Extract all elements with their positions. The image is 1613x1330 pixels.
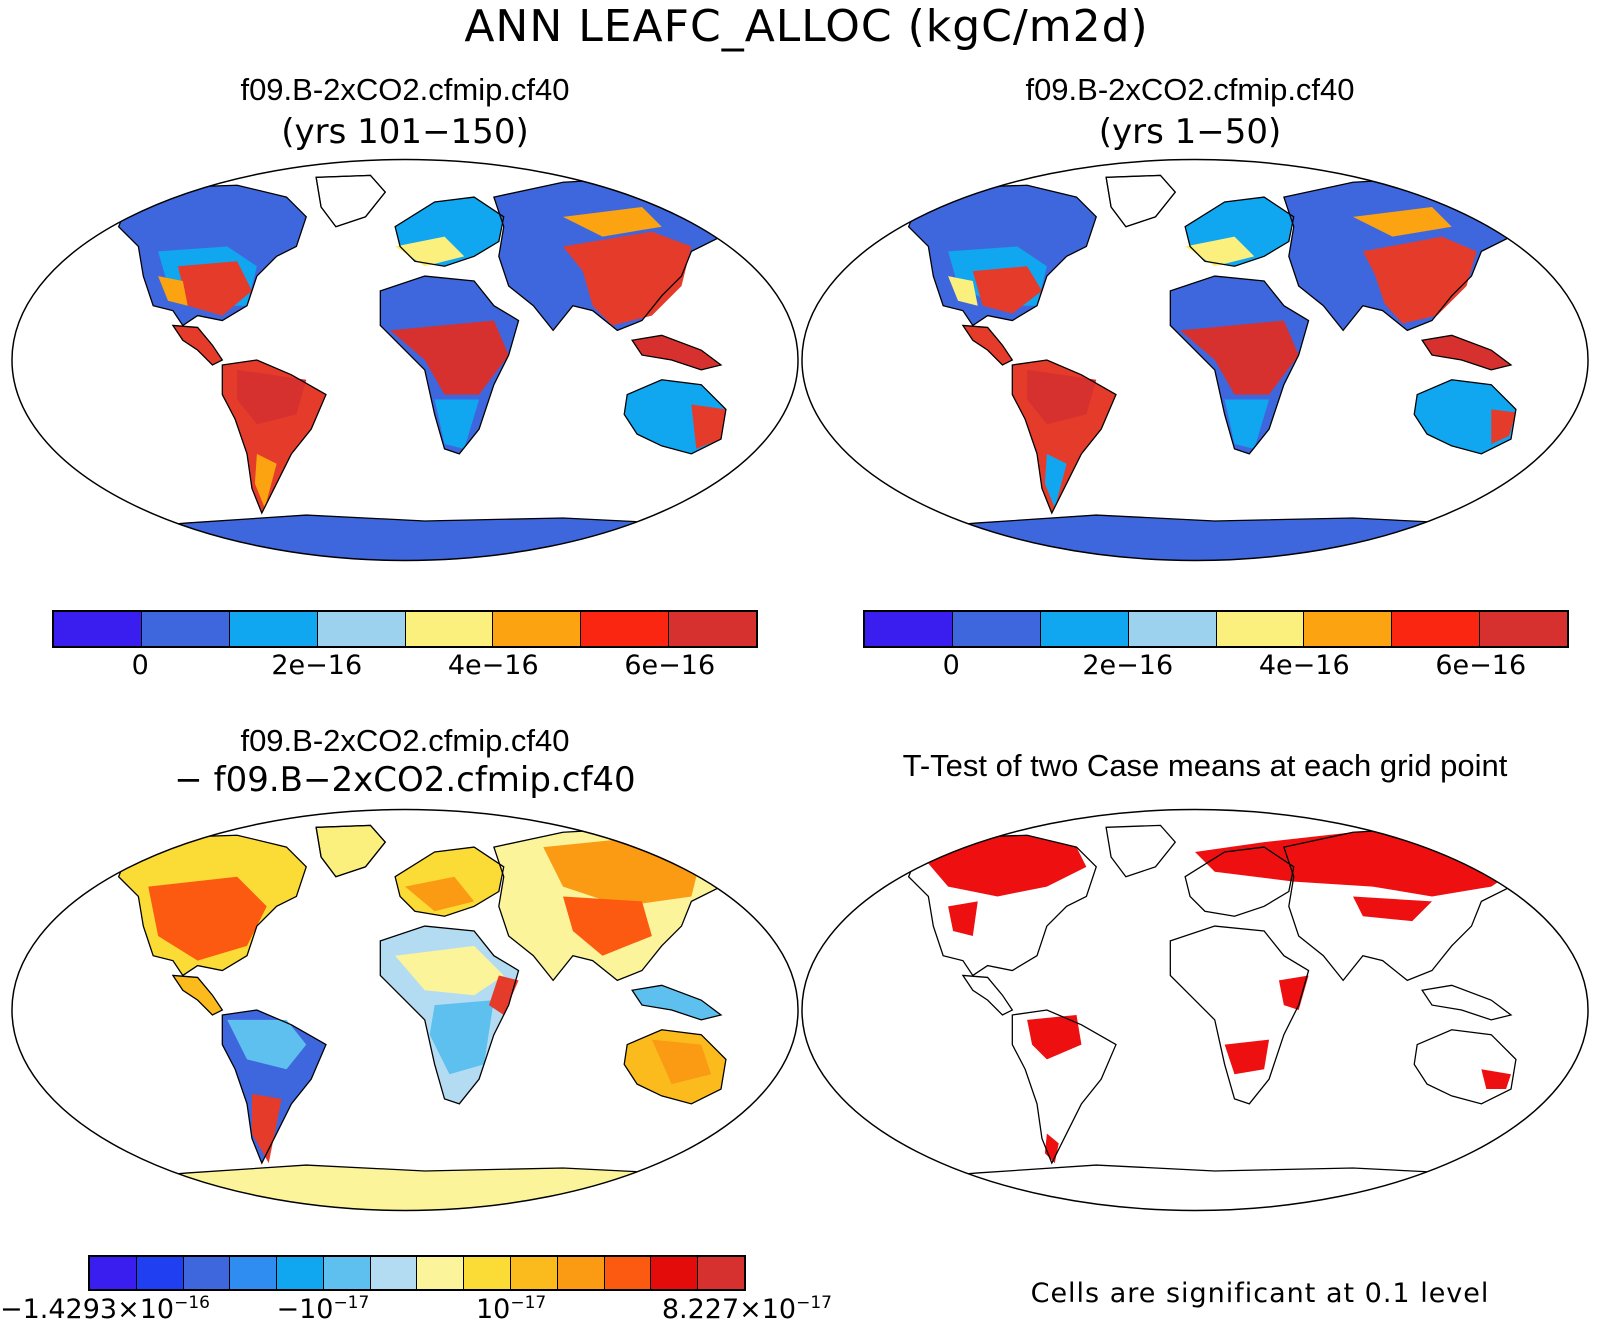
cbar-bl-swatch-1 (136, 1257, 184, 1289)
cbar-tr-swatch-5 (1304, 612, 1393, 646)
significance-note: Cells are significant at 0.1 level (1030, 1278, 1490, 1309)
cbar-bl-swatch-11 (604, 1257, 652, 1289)
cbar-tr-swatch-4 (1216, 612, 1305, 646)
cbar-bl-swatch-13 (698, 1257, 744, 1289)
figure-title: ANN LEAFC_ALLOC (kgC/m2d) (464, 1, 1149, 52)
cbar-tr-tick: 0 (942, 650, 960, 681)
cbar-bl-tick: −1.4293×10−16 (0, 1293, 210, 1325)
cbar-bl-swatch-10 (557, 1257, 605, 1289)
cbar-tr-swatch-7 (1480, 612, 1567, 646)
colorbar-top-right (863, 610, 1569, 648)
cbar-tl-tick: 4e−16 (447, 650, 539, 681)
cbar-tl-swatch-7 (669, 612, 756, 646)
cbar-tr-swatch-3 (1128, 612, 1217, 646)
panel-bl-subtitle: − f09.B−2xCO2.cfmip.cf40 (174, 760, 636, 800)
cbar-bl-swatch-2 (183, 1257, 231, 1289)
cbar-bl-swatch-6 (370, 1257, 418, 1289)
cbar-tl-tick: 6e−16 (624, 650, 716, 681)
colorbar-top-left-labels: 0 2e−16 4e−16 6e−16 (52, 650, 758, 686)
cbar-tr-swatch-6 (1392, 612, 1481, 646)
panel-tr-title: f09.B-2xCO2.cfmip.cf40 (1025, 72, 1355, 107)
panel-tl-title: f09.B-2xCO2.cfmip.cf40 (240, 72, 570, 107)
map-bottom-right (801, 808, 1589, 1212)
cbar-bl-swatch-5 (323, 1257, 371, 1289)
colorbar-bottom-left (88, 1255, 746, 1291)
cbar-bl-tick: 10−17 (475, 1293, 547, 1325)
map-top-right (801, 158, 1589, 562)
cbar-tr-swatch-1 (952, 612, 1041, 646)
cbar-tl-swatch-1 (141, 612, 230, 646)
cbar-bl-swatch-0 (90, 1257, 137, 1289)
cbar-tr-tick: 4e−16 (1258, 650, 1350, 681)
cbar-tl-swatch-2 (229, 612, 318, 646)
cbar-tl-swatch-3 (317, 612, 406, 646)
cbar-tr-tick: 2e−16 (1082, 650, 1174, 681)
cbar-bl-swatch-7 (417, 1257, 465, 1289)
cbar-bl-tick: −10−17 (276, 1293, 370, 1325)
cbar-bl-swatch-4 (277, 1257, 324, 1289)
panel-tl-subtitle: (yrs 101−150) (281, 112, 529, 152)
cbar-bl-swatch-8 (464, 1257, 512, 1289)
map-top-left (11, 158, 799, 562)
cbar-tl-tick: 2e−16 (271, 650, 363, 681)
cbar-tl-tick: 0 (131, 650, 149, 681)
cbar-tr-tick: 6e−16 (1435, 650, 1527, 681)
cbar-bl-swatch-12 (651, 1257, 699, 1289)
cbar-tl-swatch-4 (405, 612, 494, 646)
cbar-tl-swatch-5 (493, 612, 582, 646)
map-bottom-left (11, 808, 799, 1212)
panel-br-title: T-Test of two Case means at each grid po… (902, 748, 1508, 783)
panel-tr-subtitle: (yrs 1−50) (1098, 112, 1282, 152)
colorbar-top-left (52, 610, 758, 648)
panel-bl-title: f09.B-2xCO2.cfmip.cf40 (240, 723, 570, 758)
colorbar-top-right-labels: 0 2e−16 4e−16 6e−16 (863, 650, 1569, 686)
cbar-bl-swatch-9 (511, 1257, 558, 1289)
colorbar-bottom-left-labels: −1.4293×10−16 −10−17 10−17 8.227×10−17 (0, 1293, 832, 1330)
cbar-tr-swatch-0 (865, 612, 953, 646)
cbar-tl-swatch-6 (581, 612, 670, 646)
cbar-tr-swatch-2 (1040, 612, 1129, 646)
cbar-bl-swatch-3 (230, 1257, 278, 1289)
cbar-bl-tick: 8.227×10−17 (661, 1293, 832, 1325)
cbar-tl-swatch-0 (54, 612, 142, 646)
